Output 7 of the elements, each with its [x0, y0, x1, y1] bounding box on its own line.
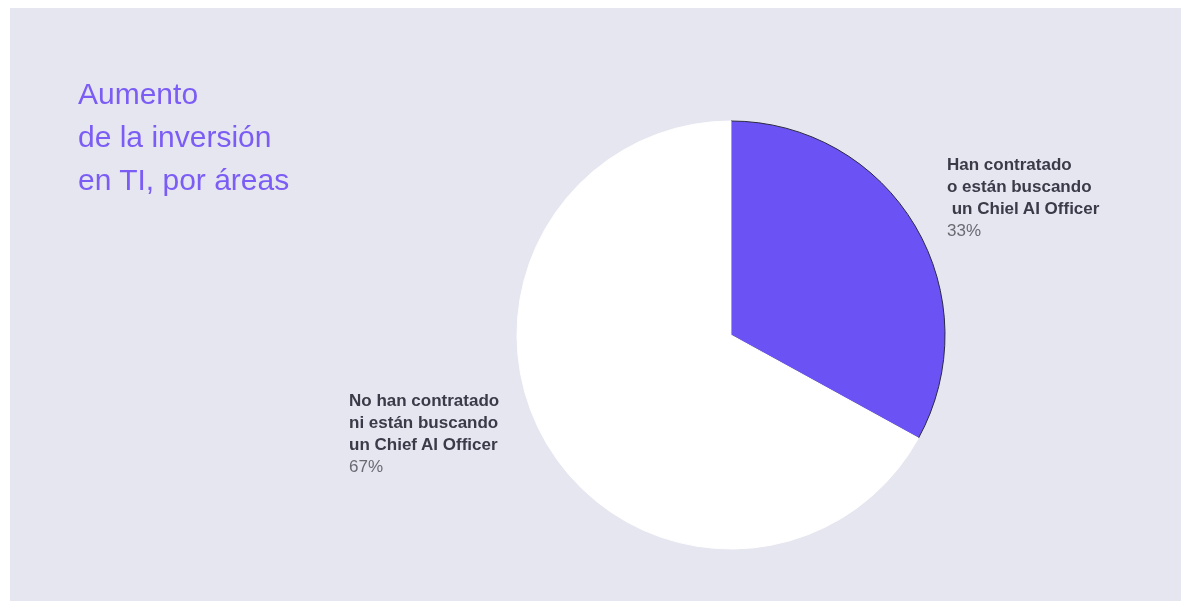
- slice-label: No han contratado ni están buscando un Chief AI Officer: [349, 391, 500, 454]
- data-label: 33%: [947, 221, 982, 240]
- pie-slice: [730, 120, 946, 439]
- pie-slice: [516, 120, 920, 550]
- chart-title: Aumento de la inversión en TI, por áreas: [78, 76, 290, 198]
- data-label: 67%: [349, 457, 384, 476]
- slice-label: Han contratado o están buscando un Chiel AI Officer: [947, 155, 1100, 218]
